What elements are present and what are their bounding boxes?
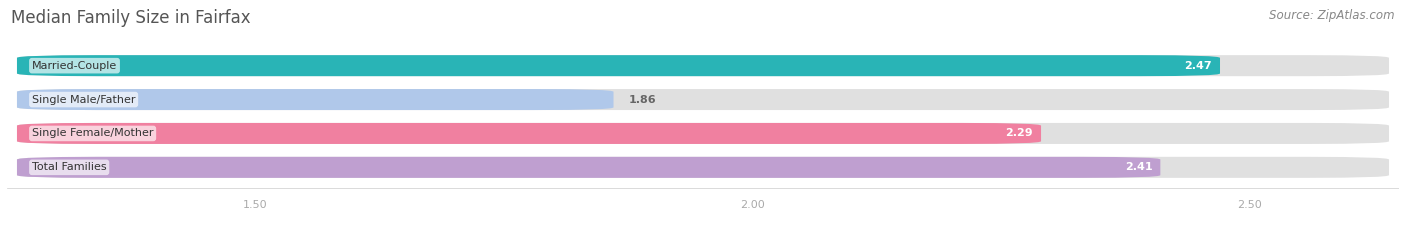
Text: Single Female/Mother: Single Female/Mother [32, 128, 153, 138]
FancyBboxPatch shape [17, 123, 1040, 144]
FancyBboxPatch shape [17, 55, 1389, 76]
FancyBboxPatch shape [17, 55, 1220, 76]
Text: 2.47: 2.47 [1184, 61, 1212, 71]
FancyBboxPatch shape [17, 157, 1160, 178]
Text: Total Families: Total Families [32, 162, 107, 172]
FancyBboxPatch shape [17, 89, 1389, 110]
Text: 2.41: 2.41 [1125, 162, 1153, 172]
Text: 2.29: 2.29 [1005, 128, 1033, 138]
Text: 1.86: 1.86 [628, 95, 657, 105]
FancyBboxPatch shape [17, 123, 1389, 144]
Text: Single Male/Father: Single Male/Father [32, 95, 135, 105]
FancyBboxPatch shape [17, 157, 1389, 178]
Text: Median Family Size in Fairfax: Median Family Size in Fairfax [11, 9, 250, 27]
FancyBboxPatch shape [17, 89, 613, 110]
Text: Married-Couple: Married-Couple [32, 61, 117, 71]
Text: Source: ZipAtlas.com: Source: ZipAtlas.com [1270, 9, 1395, 22]
